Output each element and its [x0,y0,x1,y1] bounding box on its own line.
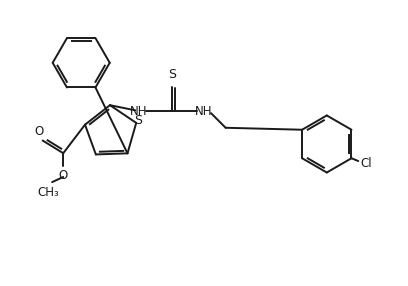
Text: S: S [134,114,142,128]
Text: Cl: Cl [360,156,372,170]
Text: CH₃: CH₃ [37,186,59,199]
Text: NH: NH [195,105,213,118]
Text: S: S [168,68,176,82]
Text: O: O [34,125,43,138]
Text: O: O [59,169,68,182]
Text: NH: NH [130,105,147,118]
